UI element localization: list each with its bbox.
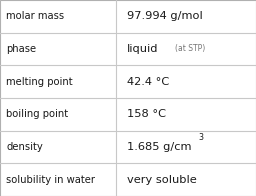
Text: 97.994 g/mol: 97.994 g/mol	[127, 11, 202, 21]
Text: solubility in water: solubility in water	[6, 175, 95, 185]
Text: molar mass: molar mass	[6, 11, 65, 21]
Text: phase: phase	[6, 44, 37, 54]
Text: 3: 3	[198, 133, 204, 142]
Text: 1.685 g/cm: 1.685 g/cm	[127, 142, 191, 152]
Text: 42.4 °C: 42.4 °C	[127, 77, 169, 87]
Text: 158 °C: 158 °C	[127, 109, 166, 119]
Text: (at STP): (at STP)	[175, 44, 206, 54]
Text: melting point: melting point	[6, 77, 73, 87]
Text: boiling point: boiling point	[6, 109, 69, 119]
Text: very soluble: very soluble	[127, 175, 196, 185]
Text: liquid: liquid	[127, 44, 158, 54]
Text: density: density	[6, 142, 43, 152]
